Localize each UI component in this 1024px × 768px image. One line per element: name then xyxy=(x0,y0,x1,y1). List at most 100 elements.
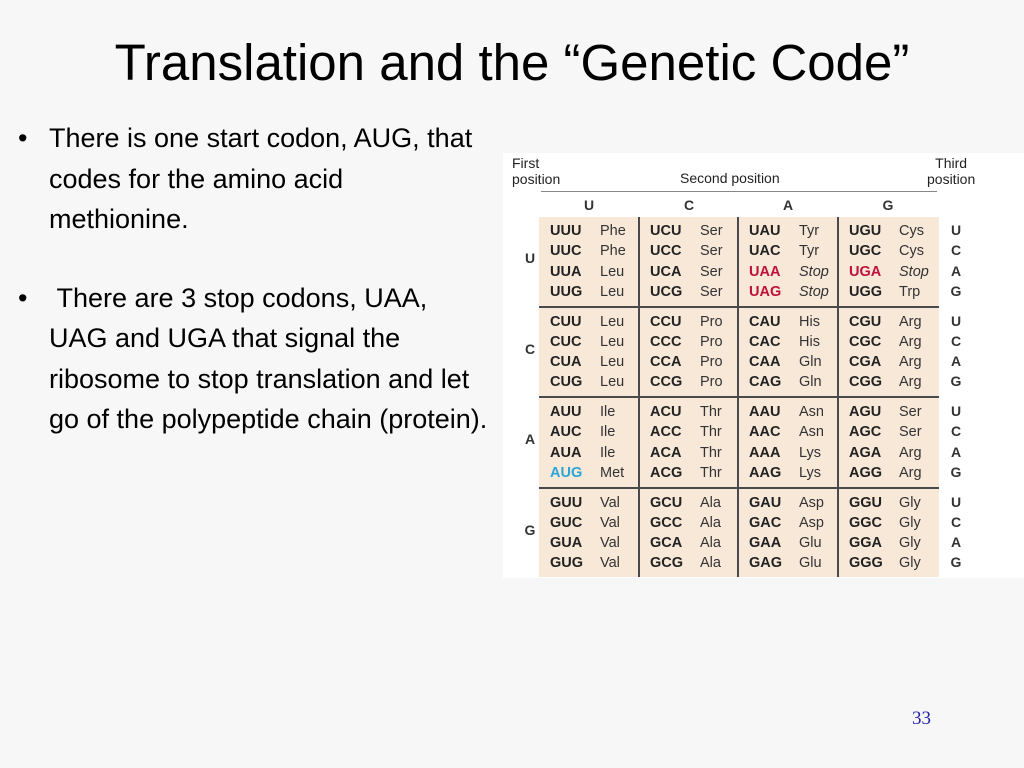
amino-acid: Stop xyxy=(799,283,829,300)
third-position-letter: C xyxy=(950,423,962,440)
amino-acid: Ser xyxy=(899,404,922,420)
block-divider xyxy=(539,305,939,308)
amino-acid: Thr xyxy=(700,444,722,461)
slide-title: Translation and the “Genetic Code” xyxy=(114,34,910,91)
header-rule xyxy=(541,191,937,192)
third-position-letter: A xyxy=(950,353,962,370)
amino-acid: Gly xyxy=(899,514,921,531)
amino-acid: Leu xyxy=(600,263,625,280)
codon: CAU xyxy=(749,313,781,330)
codon: UAC xyxy=(749,243,781,260)
first-position-letter: U xyxy=(524,250,536,266)
codon: CAG xyxy=(749,374,782,391)
amino-acid: Cys xyxy=(899,243,924,260)
codon: GUC xyxy=(550,514,583,531)
amino-acid: Stop xyxy=(799,263,829,280)
codon: CCC xyxy=(650,333,682,350)
amino-acid: Stop xyxy=(899,263,929,280)
bullet-text: There is one start codon, AUG, that code… xyxy=(49,123,473,234)
codon: CGG xyxy=(849,374,883,391)
third-position-letter: C xyxy=(950,242,962,259)
codon-block xyxy=(539,398,939,487)
first-position-letter: C xyxy=(524,340,536,357)
codon: GAC xyxy=(749,514,782,531)
codon: CUG xyxy=(550,374,583,391)
amino-acid: Lys xyxy=(799,444,822,461)
amino-acid: Ser xyxy=(700,243,723,260)
amino-acid: Lys xyxy=(799,464,822,481)
column-divider xyxy=(638,217,640,577)
column-divider xyxy=(737,217,739,577)
amino-acid: Thr xyxy=(700,424,722,441)
second-position-label: Second position xyxy=(680,170,780,186)
amino-acid: Gly xyxy=(899,494,921,511)
codon: ACU xyxy=(650,404,682,420)
codon: UAG xyxy=(749,283,782,300)
codon-block xyxy=(539,217,939,306)
codon: CAC xyxy=(749,333,781,350)
codon: UCG xyxy=(650,283,683,300)
amino-acid: Gln xyxy=(799,374,822,391)
codon: CCA xyxy=(650,354,682,371)
amino-acid: Tyr xyxy=(799,243,820,260)
codon: AUA xyxy=(550,444,582,461)
codon: GCU xyxy=(650,494,683,511)
amino-acid: His xyxy=(799,333,820,350)
amino-acid: Glu xyxy=(799,555,822,572)
codon: CCU xyxy=(650,313,682,330)
second-position-letter: A xyxy=(782,197,794,213)
codon: ACG xyxy=(650,464,683,481)
amino-acid: Pro xyxy=(700,333,723,350)
bullet-item: • There is one start codon, AUG, that co… xyxy=(18,118,488,240)
codon: AUU xyxy=(550,404,582,420)
amino-acid: Gly xyxy=(899,555,921,572)
amino-acid: Asp xyxy=(799,494,824,511)
amino-acid: Arg xyxy=(899,333,922,350)
amino-acid: Val xyxy=(600,494,620,511)
codon: UUC xyxy=(550,243,582,260)
codon: CUC xyxy=(550,333,582,350)
amino-acid: Asn xyxy=(799,424,824,441)
codon: AGA xyxy=(849,444,882,461)
third-position-letter: U xyxy=(950,222,962,238)
amino-acid: Ser xyxy=(899,424,922,441)
codon: CUU xyxy=(550,313,582,330)
codon: GUG xyxy=(550,555,584,572)
amino-acid: Tyr xyxy=(799,223,820,239)
amino-acid: Met xyxy=(600,464,625,481)
amino-acid: Gly xyxy=(899,535,921,552)
codon: UGU xyxy=(849,223,882,239)
codon: UGA xyxy=(849,263,882,280)
amino-acid: Arg xyxy=(899,444,922,461)
amino-acid: Val xyxy=(600,535,620,552)
codon: ACC xyxy=(650,424,682,441)
amino-acid: Arg xyxy=(899,313,922,330)
codon: CGU xyxy=(849,313,882,330)
amino-acid: Phe xyxy=(600,243,626,260)
amino-acid: Val xyxy=(600,555,620,572)
amino-acid: Ile xyxy=(600,404,616,420)
codon: GAA xyxy=(749,535,782,552)
column-divider xyxy=(837,217,839,577)
codon: UAU xyxy=(749,223,781,239)
codon: UAA xyxy=(749,263,781,280)
first-position-letter: A xyxy=(524,431,536,447)
codon-block xyxy=(539,488,939,577)
bullet-marker: • xyxy=(18,282,28,313)
amino-acid: Arg xyxy=(899,354,922,371)
codon: CGC xyxy=(849,333,882,350)
codon: GGU xyxy=(849,494,883,511)
codon: UCC xyxy=(650,243,682,260)
amino-acid: Ala xyxy=(700,514,721,531)
codon: AAC xyxy=(749,424,781,441)
amino-acid: Arg xyxy=(899,374,922,391)
codon: AAU xyxy=(749,404,781,420)
third-position-letter: C xyxy=(950,332,962,349)
codon: AGC xyxy=(849,424,882,441)
amino-acid: Leu xyxy=(600,333,625,350)
codon: AAG xyxy=(749,464,782,481)
codon: UGC xyxy=(849,243,882,260)
third-position-letter: A xyxy=(950,443,962,460)
second-position-letter: G xyxy=(882,197,894,213)
third-position-letter: G xyxy=(950,463,962,480)
